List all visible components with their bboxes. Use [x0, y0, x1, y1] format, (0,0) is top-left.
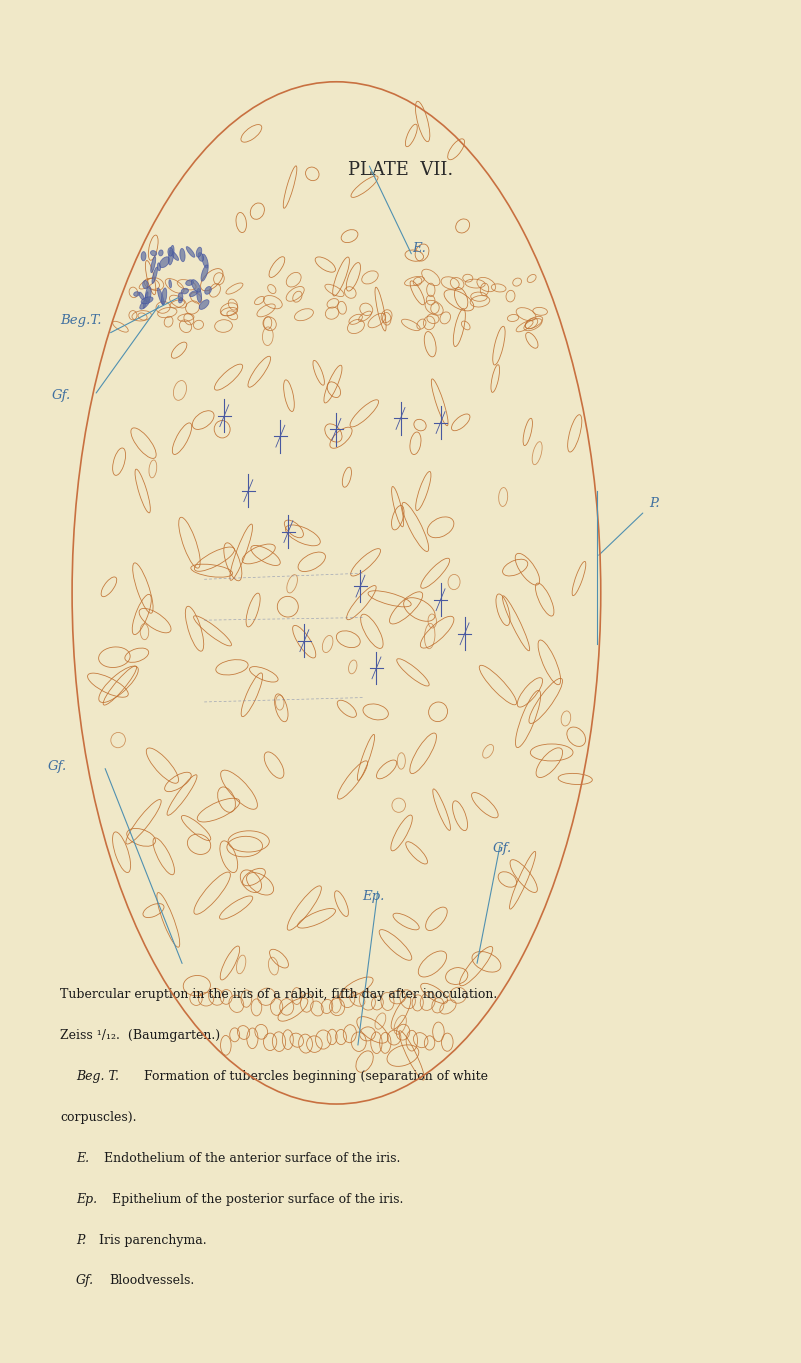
Ellipse shape — [141, 252, 146, 260]
Ellipse shape — [151, 251, 157, 256]
Ellipse shape — [201, 264, 208, 281]
Ellipse shape — [191, 279, 200, 292]
Ellipse shape — [146, 286, 151, 303]
Ellipse shape — [198, 252, 203, 262]
Text: E.: E. — [413, 243, 426, 255]
Text: Formation of tubercles beginning (separation of white: Formation of tubercles beginning (separa… — [144, 1070, 488, 1084]
Text: corpuscles).: corpuscles). — [60, 1111, 137, 1124]
Ellipse shape — [205, 286, 211, 294]
Ellipse shape — [187, 247, 195, 258]
Text: Epithelium of the posterior surface of the iris.: Epithelium of the posterior surface of t… — [112, 1193, 404, 1206]
Text: Zeiss ¹/₁₂.  (Baumgarten.): Zeiss ¹/₁₂. (Baumgarten.) — [60, 1029, 220, 1043]
Ellipse shape — [168, 248, 173, 256]
Ellipse shape — [199, 300, 209, 309]
Text: Gf.: Gf. — [493, 842, 512, 855]
Text: Ep.: Ep. — [362, 890, 384, 902]
Text: Beg. T.: Beg. T. — [76, 1070, 119, 1084]
Text: Bloodvessels.: Bloodvessels. — [110, 1274, 195, 1288]
Ellipse shape — [134, 292, 139, 296]
Text: P.: P. — [76, 1234, 86, 1247]
Ellipse shape — [139, 292, 144, 300]
Ellipse shape — [158, 263, 160, 271]
Ellipse shape — [196, 247, 202, 258]
Text: Iris parenchyma.: Iris parenchyma. — [99, 1234, 206, 1247]
Ellipse shape — [169, 279, 171, 288]
Ellipse shape — [170, 251, 179, 260]
Text: Beg.T.: Beg.T. — [60, 315, 102, 327]
Text: P.: P. — [649, 497, 659, 510]
Ellipse shape — [181, 289, 188, 294]
Ellipse shape — [143, 281, 148, 289]
Ellipse shape — [180, 248, 185, 262]
Ellipse shape — [159, 256, 170, 267]
Ellipse shape — [140, 298, 150, 309]
Ellipse shape — [151, 256, 155, 273]
Text: Endothelium of the anterior surface of the iris.: Endothelium of the anterior surface of t… — [104, 1152, 400, 1165]
Ellipse shape — [158, 288, 164, 305]
Text: E.: E. — [76, 1152, 89, 1165]
Ellipse shape — [179, 293, 183, 301]
Ellipse shape — [143, 292, 148, 308]
Ellipse shape — [189, 290, 197, 297]
Text: Gf.: Gf. — [48, 761, 67, 773]
Ellipse shape — [168, 245, 174, 264]
Ellipse shape — [186, 279, 194, 285]
Text: Tubercular eruption in the iris of a rabbit, fifth day after inoculation.: Tubercular eruption in the iris of a rab… — [60, 988, 497, 1002]
Text: Gf.: Gf. — [76, 1274, 95, 1288]
Ellipse shape — [179, 297, 183, 303]
Ellipse shape — [162, 288, 167, 304]
Ellipse shape — [159, 249, 163, 256]
Ellipse shape — [152, 267, 158, 284]
Ellipse shape — [197, 289, 202, 303]
Text: Gf.: Gf. — [52, 390, 71, 402]
Ellipse shape — [202, 254, 208, 269]
Ellipse shape — [141, 297, 153, 304]
Text: PLATE  VII.: PLATE VII. — [348, 161, 453, 180]
Text: Ep.: Ep. — [76, 1193, 97, 1206]
